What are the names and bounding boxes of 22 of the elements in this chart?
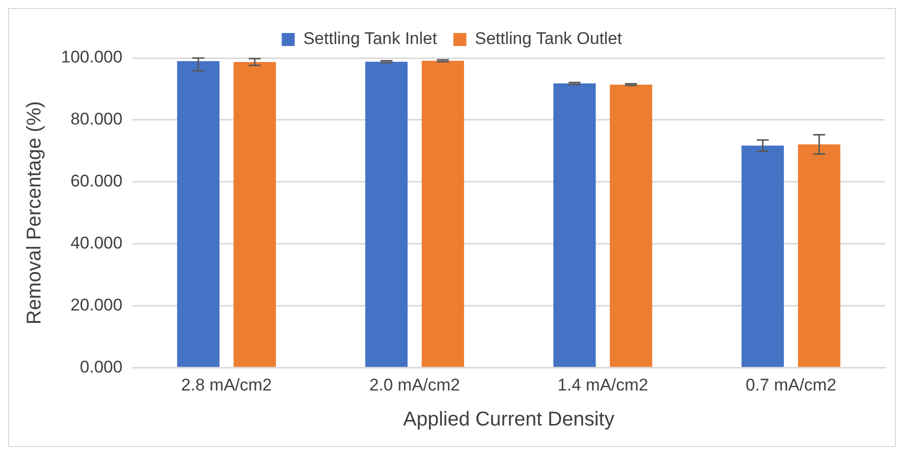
bar: [798, 144, 840, 367]
bar: [365, 62, 408, 367]
x-axis-title: Applied Current Density: [403, 408, 614, 431]
bar: [422, 60, 464, 367]
x-tick-label: 2.8 mA/cm2: [181, 375, 272, 394]
y-tick-label: 0.000: [80, 357, 122, 376]
legend-label: Settling Tank Inlet: [303, 29, 438, 48]
bar: [553, 83, 596, 367]
x-tick-label: 2.0 mA/cm2: [369, 375, 460, 394]
y-tick-label: 20.000: [70, 295, 122, 314]
legend-label: Settling Tank Outlet: [474, 29, 622, 48]
x-tick-label: 0.7 mA/cm2: [746, 375, 836, 394]
y-axis-title: Removal Percentage (%): [24, 101, 46, 325]
y-tick-label: 40.000: [70, 233, 122, 252]
y-tick-label: 60.000: [70, 172, 122, 191]
y-tick-label: 100.000: [61, 48, 122, 67]
bar: [610, 84, 652, 367]
bar: [234, 62, 276, 367]
x-tick-label: 1.4 mA/cm2: [557, 375, 648, 394]
bar: [742, 146, 784, 367]
bar: [177, 61, 220, 367]
y-tick-label: 80.000: [70, 110, 122, 129]
